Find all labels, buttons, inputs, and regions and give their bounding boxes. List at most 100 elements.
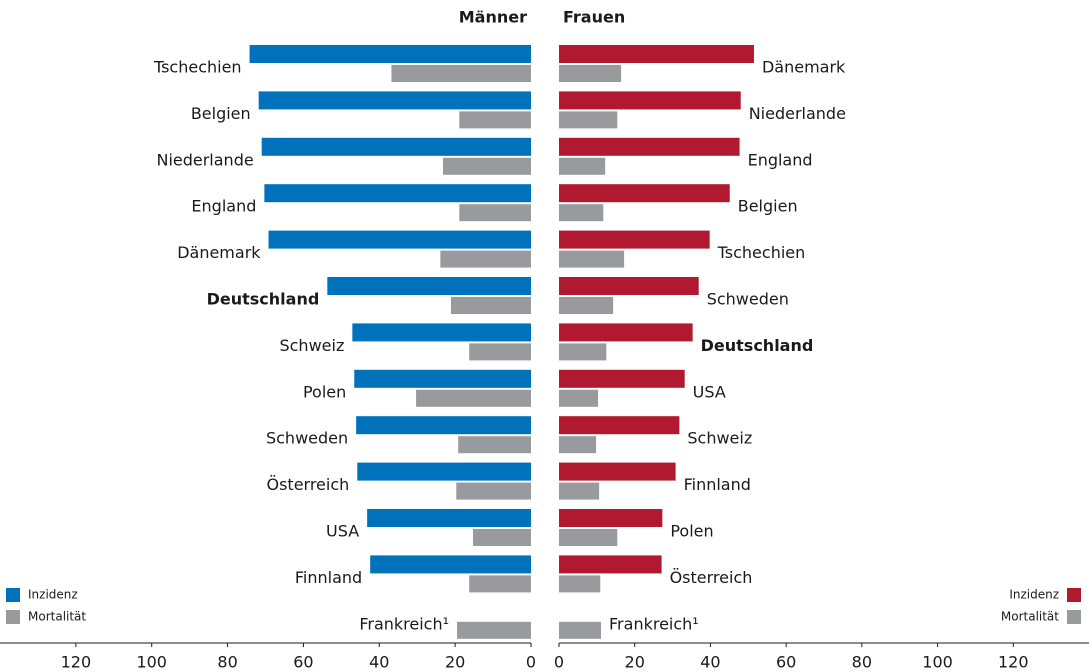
x-tick-label: 120 xyxy=(998,653,1029,672)
bar xyxy=(559,230,710,249)
bar xyxy=(249,45,531,63)
bar xyxy=(327,277,531,295)
legend-label: Mortalität xyxy=(28,610,86,624)
category-label: Deutschland xyxy=(701,336,814,355)
bar xyxy=(456,482,531,500)
category-label: Schweden xyxy=(707,290,789,309)
bar xyxy=(357,462,531,481)
bar xyxy=(261,137,531,156)
category-label: Dänemark xyxy=(177,243,261,262)
category-label: Frankreich¹ xyxy=(359,614,449,633)
category-label: Tschechien xyxy=(717,243,806,262)
category-label: Tschechien xyxy=(153,58,242,77)
bar xyxy=(559,555,662,574)
x-tick-label: 0 xyxy=(554,653,564,672)
bar xyxy=(440,250,531,268)
bar xyxy=(457,621,531,639)
x-tick-label: 40 xyxy=(700,653,720,672)
legend-label: Inzidenz xyxy=(1009,588,1059,602)
legend-swatch xyxy=(1067,610,1081,624)
category-label: Niederlande xyxy=(749,104,846,123)
bar xyxy=(459,204,531,222)
bar xyxy=(559,323,693,342)
x-tick-label: 80 xyxy=(852,653,872,672)
legend-label: Mortalität xyxy=(1001,610,1059,624)
category-label: Schweiz xyxy=(687,429,752,448)
x-tick-label: 0 xyxy=(526,653,536,672)
x-tick-label: 100 xyxy=(136,653,167,672)
bar xyxy=(559,137,740,156)
legend-label: Inzidenz xyxy=(28,588,78,602)
bar xyxy=(559,111,618,129)
bar xyxy=(559,157,606,175)
bar xyxy=(559,509,663,527)
bar xyxy=(268,230,531,249)
x-tick-label: 80 xyxy=(217,653,237,672)
bar xyxy=(459,111,531,129)
bar xyxy=(391,65,531,82)
category-label: Österreich xyxy=(266,475,349,494)
panel-title: Frauen xyxy=(563,8,625,27)
legend-swatch xyxy=(6,610,20,624)
bar xyxy=(559,204,604,222)
x-tick-label: 100 xyxy=(922,653,953,672)
category-label: Polen xyxy=(670,522,713,541)
category-label: England xyxy=(748,150,813,169)
bar xyxy=(559,45,754,63)
bar xyxy=(356,416,531,435)
bar xyxy=(472,529,531,546)
category-label: USA xyxy=(326,522,359,541)
bar xyxy=(559,297,614,314)
x-tick-label: 60 xyxy=(293,653,313,672)
legend-swatch xyxy=(6,588,20,602)
category-label: England xyxy=(191,197,256,216)
category-label: Finnland xyxy=(295,568,362,587)
category-label: USA xyxy=(693,382,726,401)
bar xyxy=(559,482,600,500)
bar xyxy=(469,575,531,593)
category-label: Deutschland xyxy=(207,290,320,309)
bar xyxy=(559,529,618,546)
bar xyxy=(559,250,625,268)
bar xyxy=(559,416,680,435)
x-tick-label: 20 xyxy=(625,653,645,672)
bar xyxy=(370,555,531,574)
legend-swatch xyxy=(1067,588,1081,602)
bar xyxy=(559,277,699,295)
bar xyxy=(559,575,601,593)
x-tick-label: 40 xyxy=(369,653,389,672)
category-label: Österreich xyxy=(670,568,753,587)
x-tick-label: 20 xyxy=(445,653,465,672)
category-label: Frankreich¹ xyxy=(609,614,699,633)
category-label: Dänemark xyxy=(762,58,846,77)
bar xyxy=(258,91,531,110)
x-tick-label: 60 xyxy=(776,653,796,672)
category-label: Finnland xyxy=(684,475,751,494)
bar xyxy=(450,297,531,314)
category-label: Niederlande xyxy=(156,150,253,169)
bar xyxy=(559,91,741,110)
category-label: Belgien xyxy=(738,197,798,216)
bar xyxy=(559,436,597,454)
bar xyxy=(458,436,531,454)
bar xyxy=(443,157,531,175)
category-label: Schweiz xyxy=(279,336,344,355)
bar xyxy=(559,389,598,407)
bar xyxy=(354,369,531,388)
bar xyxy=(416,389,531,407)
bar xyxy=(559,462,676,481)
bar xyxy=(352,323,531,342)
panel-title: Männer xyxy=(459,8,527,27)
category-label: Belgien xyxy=(191,104,251,123)
bar xyxy=(559,65,622,82)
bar xyxy=(559,369,685,388)
bar xyxy=(367,509,531,527)
bar xyxy=(559,343,607,361)
x-tick-label: 120 xyxy=(61,653,92,672)
bar xyxy=(559,621,602,639)
category-label: Polen xyxy=(303,382,346,401)
category-label: Schweden xyxy=(266,429,348,448)
bar xyxy=(264,184,531,203)
bar xyxy=(469,343,531,361)
